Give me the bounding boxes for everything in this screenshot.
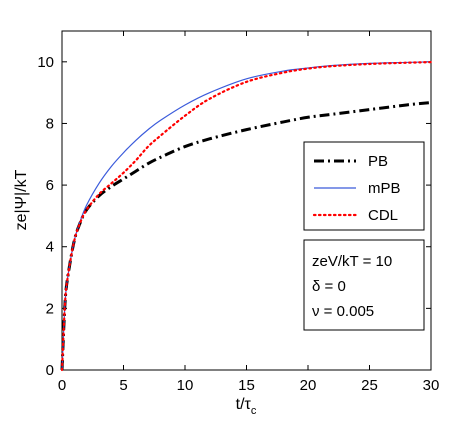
x-tick-label: 5 <box>119 377 127 394</box>
x-tick-label: 30 <box>423 377 440 394</box>
y-axis-label: ze|Ψ|/kT <box>13 169 30 230</box>
annotation-voltage: zeV/kT = 10 <box>312 253 392 270</box>
x-axis-label-subscript: c <box>251 405 257 417</box>
x-tick-label: 0 <box>58 377 66 394</box>
annotation-delta: δ = 0 <box>312 278 346 295</box>
x-tick-label: 10 <box>177 377 194 394</box>
series-line-cdl <box>60 61 433 372</box>
x-tick-label: 25 <box>361 377 378 394</box>
legend-box <box>303 141 425 231</box>
y-tick-label: 2 <box>46 300 54 317</box>
annotation-frame <box>303 239 425 331</box>
legend: PB mPB CDL <box>303 141 425 231</box>
y-tick-label: 4 <box>46 239 54 256</box>
x-tick-label: 20 <box>300 377 317 394</box>
annotation-box: zeV/kT = 10 δ = 0 ν = 0.005 <box>303 239 425 331</box>
y-tick-label: 0 <box>46 362 54 379</box>
annotation-nu: ν = 0.005 <box>312 303 374 320</box>
y-tick-label: 10 <box>37 54 54 71</box>
y-tick-label: 6 <box>46 177 54 194</box>
x-tick-label: 15 <box>238 377 255 394</box>
x-axis-label: t/τc <box>236 396 257 417</box>
x-axis-label-main: t/τ <box>236 396 252 413</box>
series-layer <box>60 61 433 372</box>
legend-label-cdl: CDL <box>368 207 398 224</box>
y-tick-label: 8 <box>46 115 54 132</box>
legend-label-pb: PB <box>368 153 388 170</box>
legend-label-mpb: mPB <box>368 180 401 197</box>
axis-ticks: 0 5 10 15 20 25 30 0 2 4 6 8 10 <box>37 31 439 394</box>
